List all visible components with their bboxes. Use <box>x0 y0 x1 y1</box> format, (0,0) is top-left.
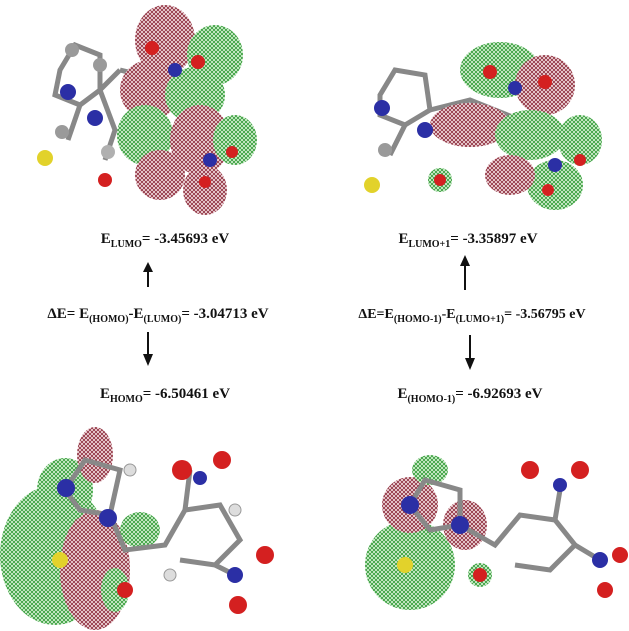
molecule-lumo-plus-1 <box>364 42 602 210</box>
label-text: = -6.92693 eV <box>455 386 542 402</box>
label-text: ΔE=E <box>358 307 393 322</box>
subscript: (LUMO+1) <box>456 314 504 325</box>
homo-energy-label: E(HOMO-1)= -6.92693 eV <box>397 386 542 405</box>
label-text: E <box>100 386 110 402</box>
subscript: HOMO <box>110 394 143 405</box>
subscript: (HOMO-1) <box>394 314 442 325</box>
molecule-homo-minus-1 <box>365 455 628 610</box>
label-text: = -6.50461 eV <box>143 386 230 402</box>
subscript: LUMO <box>111 239 142 250</box>
molecule-homo <box>0 427 274 630</box>
delta-energy-label: ΔE= E(HOMO)-E(LUMO)= -3.04713 eV <box>47 306 268 325</box>
label-text: E <box>397 386 407 402</box>
subscript: (HOMO-1) <box>407 394 455 405</box>
label-text: -E <box>129 306 144 322</box>
label-text: ΔE= E <box>47 306 89 322</box>
figure: ELUMO= -3.45693 eVΔE= E(HOMO)-E(LUMO)= -… <box>0 0 629 631</box>
label-text: = -3.35897 eV <box>450 231 537 247</box>
lumo-energy-label: ELUMO= -3.45693 eV <box>101 231 230 250</box>
molecule-lumo <box>37 5 257 215</box>
label-text: = -3.56795 eV <box>504 307 585 322</box>
delta-energy-label: ΔE=E(HOMO-1)-E(LUMO+1)= -3.56795 eV <box>358 307 585 325</box>
subscript: (LUMO) <box>144 314 182 325</box>
label-text: -E <box>442 307 456 322</box>
subscript: LUMO+1 <box>408 239 450 250</box>
homo-energy-label: EHOMO= -6.50461 eV <box>100 386 230 405</box>
subscript: (HOMO) <box>89 314 128 325</box>
lumo-energy-label: ELUMO+1= -3.35897 eV <box>398 231 537 250</box>
label-text: E <box>398 231 408 247</box>
label-text: = -3.04713 eV <box>181 306 268 322</box>
page: ELUMO= -3.45693 eVΔE= E(HOMO)-E(LUMO)= -… <box>0 0 629 631</box>
label-text: E <box>101 231 111 247</box>
label-text: = -3.45693 eV <box>142 231 229 247</box>
